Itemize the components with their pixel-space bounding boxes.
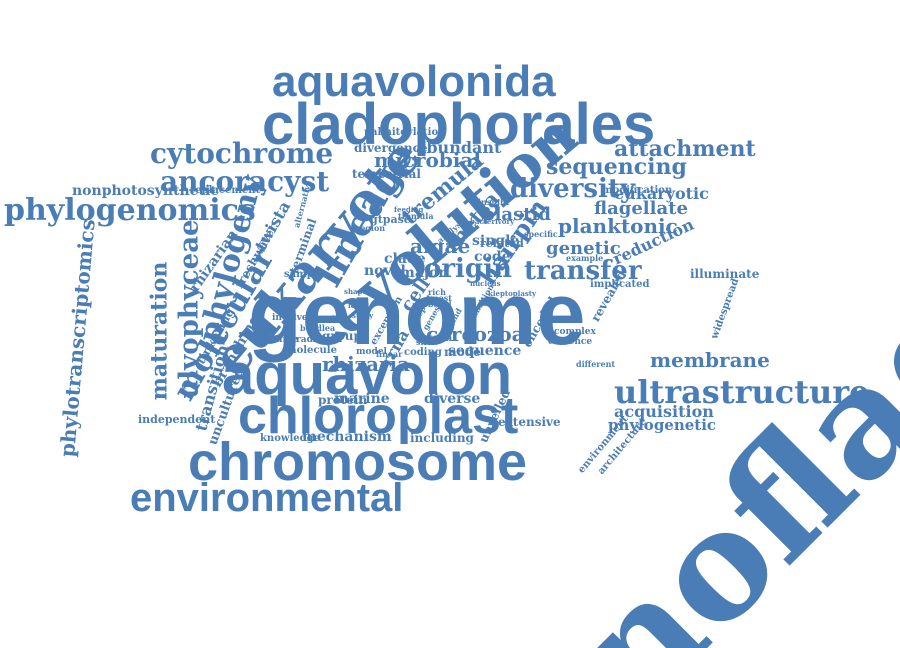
word-22: sequencing bbox=[546, 154, 687, 180]
word-84: coding bbox=[404, 347, 442, 358]
word-68: gtpase bbox=[370, 213, 411, 226]
word-4: aquavolon bbox=[222, 342, 513, 407]
word-21: diversity bbox=[510, 174, 636, 204]
word-32: planktonic bbox=[558, 214, 678, 238]
word-71: independent bbox=[138, 413, 216, 426]
word-76: illuminate bbox=[690, 267, 760, 281]
word-62: major bbox=[400, 265, 446, 281]
word-82: modification bbox=[602, 185, 673, 196]
word-43: nonphotosynthetic bbox=[72, 183, 219, 199]
word-13: ancoracyst bbox=[160, 165, 330, 198]
word-59: related bbox=[480, 237, 524, 250]
word-55: extensive bbox=[498, 415, 561, 429]
word-34: eukaryotic bbox=[614, 184, 709, 203]
word-20: transfer bbox=[524, 256, 642, 286]
word-24: membrane bbox=[650, 348, 770, 372]
word-116: nucleus bbox=[470, 279, 501, 288]
word-60: novel bbox=[364, 263, 406, 279]
word-103: green bbox=[420, 333, 453, 344]
word-72: knowledge bbox=[260, 433, 320, 444]
word-3: aquavolonida bbox=[272, 57, 556, 106]
word-61: clade bbox=[384, 251, 426, 267]
word-1: genome bbox=[248, 264, 586, 363]
word-2: cladophorales bbox=[262, 92, 656, 157]
word-40: abundant bbox=[416, 138, 502, 157]
word-28: microbial bbox=[374, 148, 481, 172]
word-23: attachment bbox=[614, 136, 756, 162]
word-7: environmental bbox=[130, 476, 404, 520]
word-12: cytochrome bbox=[150, 137, 334, 170]
word-107: contigs bbox=[316, 313, 349, 323]
word-38: phylogenetic bbox=[608, 416, 717, 434]
word-51: diverse bbox=[424, 391, 481, 407]
word-79: widespread bbox=[709, 277, 742, 341]
word-30: cercozoa bbox=[426, 322, 525, 346]
word-93: region bbox=[356, 223, 386, 233]
word-19: phylotranscriptomics bbox=[54, 218, 100, 458]
word-96: evidence bbox=[548, 337, 593, 347]
word-85: model bbox=[356, 347, 387, 357]
word-33: flagellate bbox=[594, 198, 688, 219]
word-119: level bbox=[348, 301, 367, 310]
word-110: feeding bbox=[394, 205, 424, 214]
word-63: code bbox=[474, 249, 511, 265]
word-89: boodlea bbox=[300, 323, 336, 333]
word-114: tremula bbox=[398, 211, 434, 221]
word-77: implicated bbox=[590, 279, 650, 290]
word-88: radiation bbox=[296, 335, 343, 345]
word-47: terrestrial bbox=[352, 167, 421, 181]
word-39: plastid bbox=[482, 204, 551, 225]
word-101: rich bbox=[428, 287, 446, 297]
word-11: phylogenomics bbox=[4, 193, 256, 228]
word-115: bacterivory bbox=[470, 217, 515, 226]
word-54: including bbox=[410, 431, 474, 445]
word-29: rhizaria bbox=[322, 352, 411, 376]
word-14: ultrastructure bbox=[614, 373, 870, 411]
word-97: different bbox=[576, 359, 616, 369]
word-42: palmitoylation bbox=[364, 127, 446, 138]
word-35: genetic bbox=[546, 238, 621, 259]
word-102: most bbox=[430, 293, 452, 303]
word-37: acquisition bbox=[614, 402, 714, 421]
word-83: mode bbox=[444, 345, 481, 359]
word-49: marine bbox=[334, 391, 390, 407]
word-73: molecule bbox=[286, 345, 337, 356]
word-50: protein bbox=[318, 393, 368, 407]
word-6: chromosome bbox=[188, 432, 528, 492]
word-100: basal bbox=[428, 299, 452, 309]
word-86: involved bbox=[272, 313, 314, 323]
word-31: algae bbox=[410, 234, 471, 258]
word-25: origin bbox=[424, 254, 512, 284]
word-117: kleptoplasty bbox=[488, 289, 537, 298]
word-120: study bbox=[352, 311, 374, 320]
word-18: maturation bbox=[146, 261, 173, 401]
word-58: single bbox=[472, 233, 520, 249]
word-99: example bbox=[566, 253, 604, 263]
word-113: insight bbox=[478, 197, 510, 207]
word-87: examine bbox=[256, 335, 299, 345]
word-53: mechanism bbox=[302, 429, 392, 445]
word-17: ulvophyceae bbox=[174, 219, 205, 399]
word-105: linear bbox=[376, 349, 403, 359]
word-65: group bbox=[322, 329, 362, 343]
word-44: replacement bbox=[190, 185, 261, 196]
word-98: specific bbox=[524, 229, 558, 239]
word-90: sample bbox=[284, 269, 324, 280]
word-41: divergence bbox=[354, 141, 428, 155]
word-104: show bbox=[416, 337, 439, 347]
word-5: chloroplast bbox=[238, 387, 519, 445]
word-118: shape bbox=[344, 287, 367, 296]
word-95: complex bbox=[554, 327, 596, 337]
word-52: sequence bbox=[448, 343, 522, 359]
